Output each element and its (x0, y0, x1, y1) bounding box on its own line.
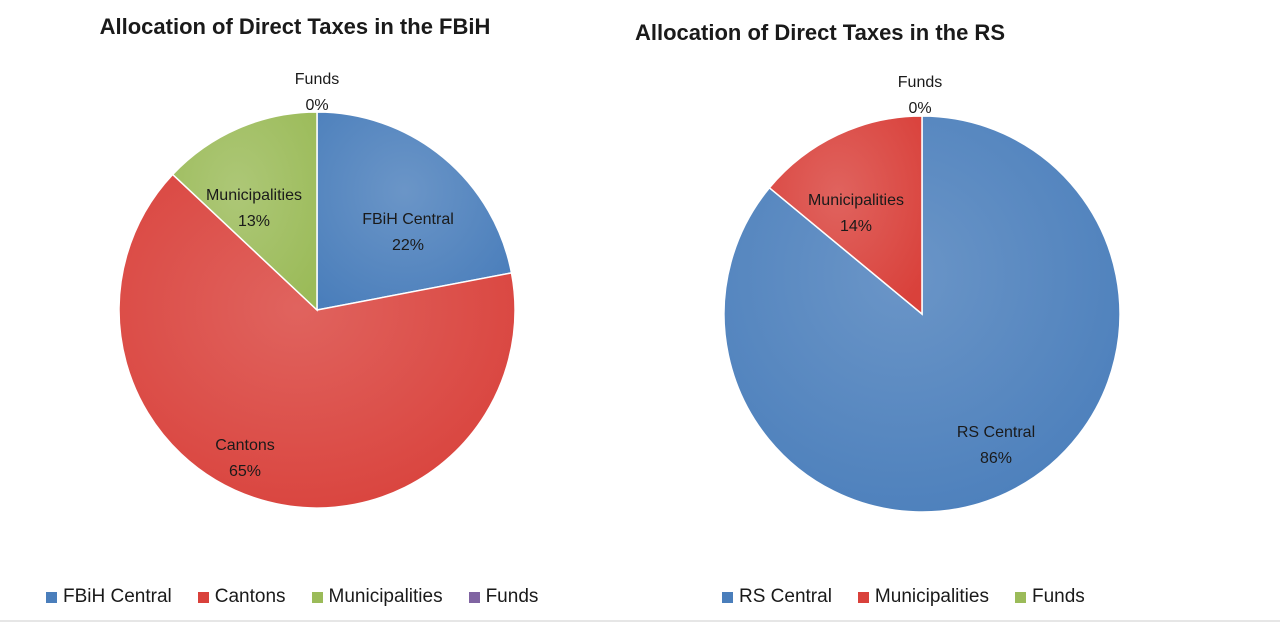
pie-chart-fbih: Allocation of Direct Taxes in the FBiH F… (46, 14, 538, 608)
legend-swatch (468, 591, 480, 603)
chart-title: Allocation of Direct Taxes in the FBiH (99, 14, 491, 39)
legend-swatch (197, 591, 209, 603)
legend-label: RS Central (739, 586, 832, 607)
legend-swatch (311, 591, 323, 603)
chart-title: Allocation of Direct Taxes in the RS (635, 20, 1005, 45)
legend-swatch (46, 591, 57, 603)
data-label-municipalities: Municipalities 13% (206, 187, 302, 230)
legend-label: Municipalities (328, 586, 443, 607)
legend-swatch (722, 591, 733, 603)
legend-label: FBiH Central (63, 586, 172, 607)
pie-chart-rs: Allocation of Direct Taxes in the RS RS … (635, 0, 1280, 622)
data-label-funds: Funds 0% (898, 74, 942, 117)
legend-item-funds: Funds (468, 586, 539, 608)
legend-item-funds: Funds (1014, 586, 1085, 608)
legend-label: Funds (485, 586, 539, 607)
data-label-funds: Funds 0% (295, 71, 339, 114)
pie-slice-rs-central (723, 115, 1121, 513)
bottom-divider (0, 620, 1280, 622)
pie-slice-municipalities (171, 111, 318, 312)
legend: RS Central Municipalities Funds (722, 586, 1085, 608)
legend-label: Municipalities (874, 586, 989, 607)
legend-label: Cantons (214, 586, 286, 607)
legend-item-fbih-central: FBiH Central (46, 586, 172, 608)
pie-plot: RS Central 86% Municipalities 14% Funds 0% (723, 74, 1121, 513)
pie-slice-municipalities (768, 115, 923, 316)
data-label-rs-central: RS Central 86% (957, 424, 1035, 467)
pie-slice-fbih-central (316, 111, 513, 311)
legend-item-municipalities: Municipalities (311, 586, 443, 608)
legend-item-municipalities: Municipalities (857, 586, 989, 608)
legend-swatch (857, 591, 869, 603)
legend: FBiH Central Cantons Municipalities Funds (46, 586, 538, 608)
legend-swatch (1014, 591, 1026, 603)
legend-item-rs-central: RS Central (722, 586, 832, 608)
pie-slice-cantons (118, 173, 516, 509)
pie-plot: FBiH Central 22% Cantons 65% Municipalities 1… (118, 71, 516, 509)
legend-label: Funds (1031, 586, 1085, 607)
legend-item-cantons: Cantons (197, 586, 286, 608)
data-label-municipalities: Municipalities 14% (808, 192, 904, 235)
data-label-fbih-central: FBiH Central 22% (362, 211, 454, 254)
data-label-cantons: Cantons 65% (215, 437, 275, 480)
